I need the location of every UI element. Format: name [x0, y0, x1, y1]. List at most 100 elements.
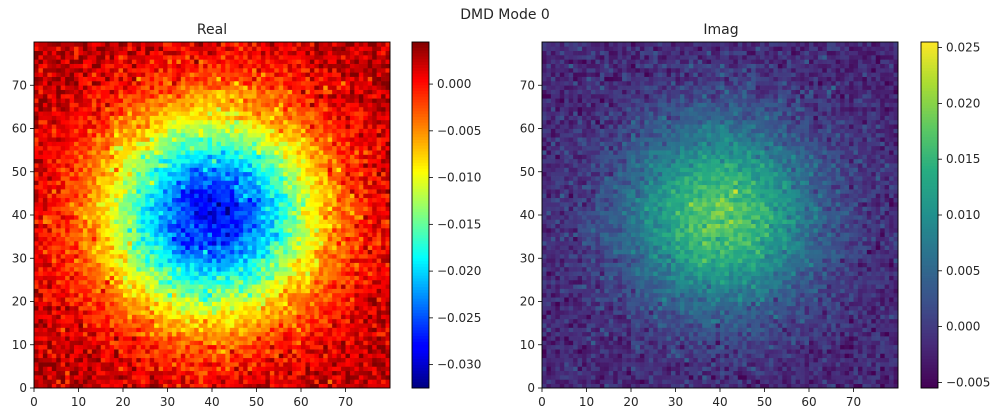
heatmap-cell [163, 310, 168, 315]
heatmap-cell [145, 353, 151, 359]
heatmap-cell [381, 197, 386, 203]
heatmap-cell [220, 163, 226, 168]
heatmap-cell [274, 223, 280, 229]
heatmap-cell [163, 253, 168, 259]
heatmap-cell [367, 141, 373, 147]
heatmap-cell [229, 219, 235, 224]
heatmap-cell [225, 253, 231, 259]
heatmap-cell [345, 353, 351, 359]
heatmap-cell [171, 275, 177, 281]
heatmap-cell [207, 176, 213, 181]
heatmap-cell [301, 379, 306, 385]
heatmap-cell [167, 344, 173, 350]
heatmap-cell [358, 184, 364, 190]
heatmap-cell [189, 167, 195, 173]
heatmap-cell [314, 119, 320, 125]
heatmap-cell [131, 141, 137, 147]
heatmap-cell [385, 145, 391, 151]
heatmap-cell [323, 297, 329, 302]
heatmap-cell [38, 245, 44, 250]
heatmap-cell [385, 189, 391, 194]
heatmap-cell [278, 292, 284, 298]
heatmap-cell [225, 379, 231, 385]
heatmap-cell [69, 310, 75, 315]
heatmap-cell [47, 284, 53, 289]
heatmap-cell [278, 236, 284, 242]
heatmap-cell [349, 167, 355, 173]
heatmap-cell [367, 357, 373, 363]
heatmap-cell [385, 357, 391, 363]
heatmap-cell [176, 150, 182, 155]
heatmap-cell [38, 150, 44, 155]
heatmap-cell [127, 318, 133, 324]
heatmap-cell [260, 262, 266, 268]
heatmap-cell [220, 245, 226, 250]
heatmap-cell [123, 236, 128, 242]
heatmap-cell [372, 132, 377, 138]
heatmap-cell [274, 305, 280, 311]
heatmap-cell [234, 275, 240, 281]
heatmap-cell [314, 227, 320, 233]
heatmap-cell [118, 253, 124, 259]
heatmap-cell [341, 132, 346, 138]
heatmap-cell [381, 314, 386, 320]
heatmap-cell [87, 310, 93, 315]
heatmap-cell [385, 318, 391, 324]
heatmap-cell [118, 128, 124, 134]
heatmap-cell [336, 171, 342, 177]
heatmap-cell [194, 206, 199, 212]
heatmap-cell [114, 115, 119, 121]
heatmap-cell [238, 210, 244, 216]
heatmap-cell [47, 132, 53, 138]
heatmap-cell [34, 297, 39, 302]
heatmap-cell [47, 227, 53, 233]
heatmap-cell [123, 124, 128, 129]
heatmap-cell [363, 292, 369, 298]
heatmap-cell [216, 137, 222, 142]
heatmap-cell [140, 366, 146, 372]
heatmap-cell [327, 150, 333, 155]
heatmap-cell [278, 158, 284, 164]
heatmap-cell [278, 301, 284, 307]
heatmap-cell [127, 115, 133, 121]
heatmap-cell [323, 357, 329, 363]
heatmap-cell [105, 219, 110, 224]
heatmap-cell [114, 219, 119, 224]
heatmap-cell [207, 249, 213, 255]
heatmap-cell [207, 202, 213, 207]
heatmap-cell [69, 327, 75, 333]
heatmap-cell [78, 366, 84, 372]
heatmap-cell [332, 124, 337, 129]
heatmap-cell [309, 119, 315, 125]
heatmap-cell [256, 245, 262, 250]
heatmap-cell [238, 227, 244, 233]
heatmap-cell [34, 266, 39, 272]
heatmap-cell [238, 154, 244, 160]
heatmap-cell [145, 253, 151, 259]
heatmap-cell [56, 362, 62, 367]
heatmap-cell [82, 379, 88, 385]
heatmap-cell [96, 141, 102, 147]
heatmap-cell [131, 189, 137, 194]
heatmap-cell [372, 167, 377, 173]
heatmap-cell [100, 176, 106, 181]
heatmap-cell [260, 206, 266, 212]
heatmap-cell [345, 262, 351, 268]
heatmap-cell [96, 189, 102, 194]
heatmap-cell [345, 305, 351, 311]
heatmap-cell [87, 206, 93, 212]
heatmap-cell [349, 297, 355, 302]
heatmap-cell [38, 232, 44, 237]
heatmap-cell [91, 158, 97, 164]
heatmap-cell [323, 249, 329, 255]
heatmap-cell [100, 305, 106, 311]
heatmap-cell [212, 223, 217, 229]
heatmap-cell [96, 145, 102, 151]
heatmap-cell [252, 137, 257, 142]
heatmap-cell [163, 258, 168, 263]
heatmap-cell [185, 158, 191, 164]
heatmap-cell [381, 189, 386, 194]
heatmap-cell [34, 150, 39, 155]
heatmap-cell [176, 344, 182, 350]
heatmap-cell [87, 297, 93, 302]
